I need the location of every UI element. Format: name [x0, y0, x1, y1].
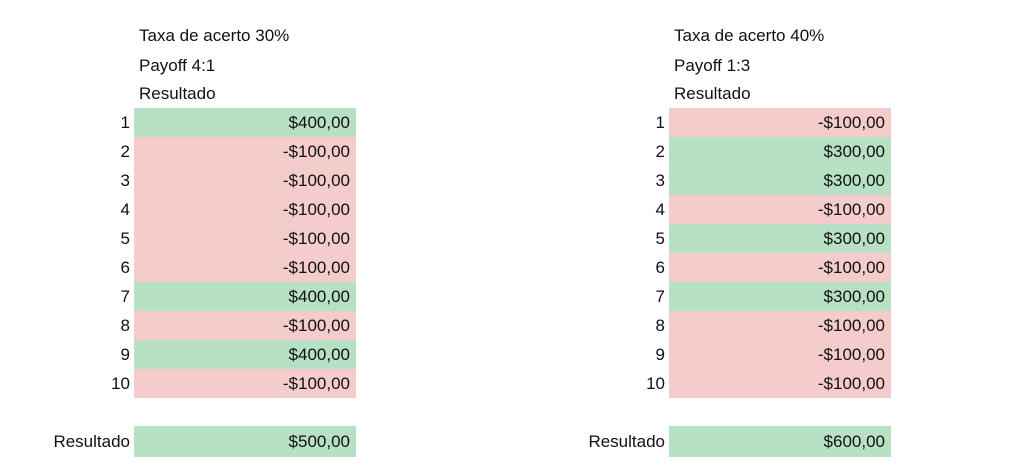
row-number: 4 [120, 200, 130, 219]
result-cell: $400,00 [134, 340, 356, 369]
table-row: 5 -$100,00 [0, 224, 420, 253]
row-number: 10 [646, 374, 665, 393]
result-cell: $300,00 [669, 224, 891, 253]
row-number: 9 [120, 345, 130, 364]
table-row: 9 -$100,00 [535, 340, 955, 369]
result-cell: -$100,00 [134, 369, 356, 398]
payoff-label: Payoff 1:3 [674, 56, 751, 75]
result-cell: -$100,00 [669, 253, 891, 282]
payoff-label: Payoff 4:1 [139, 56, 216, 75]
result-cell: -$100,00 [134, 195, 356, 224]
row-number: 5 [120, 229, 130, 248]
row-number: 6 [655, 258, 665, 277]
result-cell: -$100,00 [669, 108, 891, 137]
column-header: Resultado [139, 84, 216, 103]
total-label: Resultado [53, 432, 130, 451]
table-row: 1 $400,00 [0, 108, 420, 137]
result-cell: $400,00 [134, 108, 356, 137]
table-row: 7 $400,00 [0, 282, 420, 311]
table-row: 5 $300,00 [535, 224, 955, 253]
row-number: 8 [120, 316, 130, 335]
result-cell: -$100,00 [669, 195, 891, 224]
result-cell: -$100,00 [669, 369, 891, 398]
row-number: 7 [120, 287, 130, 306]
row-number: 5 [655, 229, 665, 248]
result-cell: $300,00 [669, 137, 891, 166]
table-row: 8 -$100,00 [0, 311, 420, 340]
row-number: 3 [655, 171, 665, 190]
total-value: $600,00 [669, 426, 891, 457]
table-row: 10 -$100,00 [535, 369, 955, 398]
table-row: 10 -$100,00 [0, 369, 420, 398]
total-label: Resultado [588, 432, 665, 451]
table-row: 6 -$100,00 [535, 253, 955, 282]
result-cell: $300,00 [669, 166, 891, 195]
result-cell: $300,00 [669, 282, 891, 311]
table-row: 4 -$100,00 [535, 195, 955, 224]
result-rows: 1 -$100,00 2 $300,00 3 $300,00 4 -$100,00 5 $300,… [535, 108, 955, 398]
table-taxa-30: Taxa de acerto 30% Payoff 4:1 Resultado … [0, 0, 420, 464]
table-row: 2 -$100,00 [0, 137, 420, 166]
row-number: 2 [655, 142, 665, 161]
total-value: $500,00 [134, 426, 356, 457]
table-title: Taxa de acerto 30% [139, 26, 290, 45]
row-number: 7 [655, 287, 665, 306]
table-row: 1 -$100,00 [535, 108, 955, 137]
table-row: 3 -$100,00 [0, 166, 420, 195]
result-cell: -$100,00 [134, 224, 356, 253]
table-row: 6 -$100,00 [0, 253, 420, 282]
column-header: Resultado [674, 84, 751, 103]
result-cell: -$100,00 [669, 311, 891, 340]
row-number: 6 [120, 258, 130, 277]
row-number: 3 [120, 171, 130, 190]
row-number: 9 [655, 345, 665, 364]
table-row: 4 -$100,00 [0, 195, 420, 224]
table-row: 8 -$100,00 [535, 311, 955, 340]
row-number: 4 [655, 200, 665, 219]
table-row: 7 $300,00 [535, 282, 955, 311]
result-rows: 1 $400,00 2 -$100,00 3 -$100,00 4 -$100,00 5 -$10… [0, 108, 420, 398]
result-cell: -$100,00 [669, 340, 891, 369]
result-cell: -$100,00 [134, 137, 356, 166]
table-row: 3 $300,00 [535, 166, 955, 195]
row-number: 8 [655, 316, 665, 335]
result-cell: $400,00 [134, 282, 356, 311]
row-number: 10 [111, 374, 130, 393]
table-row: 2 $300,00 [535, 137, 955, 166]
result-cell: -$100,00 [134, 253, 356, 282]
table-taxa-40: Taxa de acerto 40% Payoff 1:3 Resultado … [535, 0, 955, 464]
row-number: 1 [655, 113, 665, 132]
row-number: 2 [120, 142, 130, 161]
table-row: 9 $400,00 [0, 340, 420, 369]
result-cell: -$100,00 [134, 166, 356, 195]
result-cell: -$100,00 [134, 311, 356, 340]
table-title: Taxa de acerto 40% [674, 26, 825, 45]
row-number: 1 [120, 113, 130, 132]
